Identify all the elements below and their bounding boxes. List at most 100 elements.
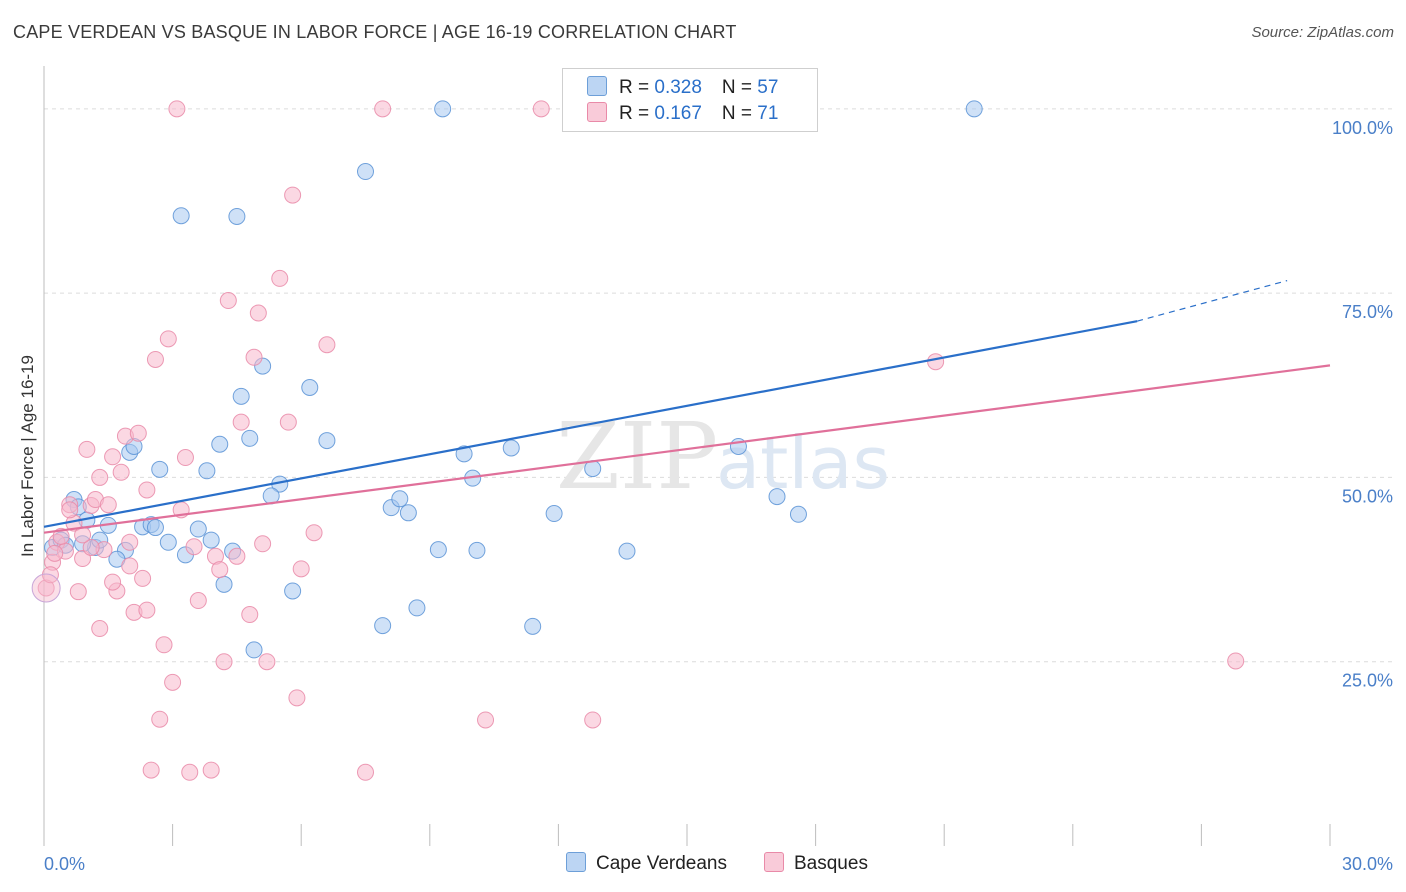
- legend-row-cape-verdeans: R = 0.328 N = 57: [587, 76, 778, 98]
- trend-lines: [43, 280, 1331, 534]
- legend-item-cape-verdeans[interactable]: Cape Verdeans: [566, 852, 727, 875]
- trend-line-cape-verdeans: [43, 320, 1138, 528]
- legend-n-label: N =: [721, 103, 758, 124]
- trend-line-cape-verdeans-extension: [1136, 280, 1288, 322]
- point-basque: [181, 763, 199, 781]
- point-cape-verdean: [357, 163, 374, 181]
- legend-swatch-blue: [587, 76, 607, 96]
- point-basque: [164, 673, 182, 691]
- point-basque: [69, 583, 87, 601]
- legend-r-value: 0.167: [654, 103, 702, 124]
- legend-swatch-pink: [764, 852, 784, 872]
- point-basque: [271, 269, 289, 287]
- point-basque: [185, 538, 203, 556]
- point-basque: [146, 350, 164, 368]
- point-cape-verdean: [159, 533, 177, 551]
- point-basque: [82, 538, 100, 556]
- point-cape-verdean: [768, 488, 786, 506]
- point-cape-verdean: [545, 505, 563, 523]
- point-basque: [91, 620, 109, 638]
- point-cape-verdean: [198, 462, 216, 480]
- point-basque: [245, 348, 263, 366]
- point-basque: [189, 592, 207, 610]
- x-tick-label: 30.0%: [1342, 854, 1393, 874]
- point-basque: [357, 763, 374, 781]
- point-cape-verdean: [391, 490, 409, 508]
- y-tick-label: 50.0%: [1342, 486, 1393, 506]
- point-basque: [219, 292, 237, 310]
- point-basque: [129, 424, 147, 442]
- point-basque: [134, 569, 152, 587]
- point-cape-verdean: [789, 505, 807, 523]
- point-cape-verdean: [429, 541, 447, 559]
- point-basque: [142, 761, 160, 779]
- point-cape-verdean: [232, 387, 250, 405]
- point-cape-verdean: [215, 575, 233, 593]
- point-cape-verdean: [146, 519, 164, 537]
- y-tick-label: 25.0%: [1342, 671, 1393, 691]
- point-basque: [211, 561, 229, 579]
- legend-n-value: 57: [757, 77, 779, 98]
- chart-title: CAPE VERDEAN VS BASQUE IN LABOR FORCE | …: [13, 22, 737, 42]
- data-points: [31, 100, 1245, 781]
- tick-labels: 25.0% 50.0% 75.0% 100.0% 0.0% 30.0%: [44, 118, 1393, 874]
- point-basque: [46, 544, 64, 562]
- point-basque: [112, 463, 130, 481]
- point-basque: [258, 653, 276, 671]
- point-basque: [374, 100, 392, 118]
- point-basque: [279, 413, 297, 431]
- legend-swatch-blue: [566, 852, 586, 872]
- point-cape-verdean: [408, 599, 426, 617]
- x-tick-label: 0.0%: [44, 854, 85, 874]
- y-tick-label: 100.0%: [1332, 118, 1393, 138]
- point-cape-verdean: [434, 100, 452, 118]
- gridlines: [44, 108, 1392, 663]
- point-cape-verdean: [301, 378, 319, 396]
- point-cape-verdean: [468, 541, 486, 559]
- axes: [43, 66, 1331, 846]
- point-basque: [99, 496, 117, 514]
- point-cape-verdean: [211, 435, 229, 453]
- point-basque: [121, 533, 139, 551]
- point-basque: [78, 440, 96, 458]
- point-basque: [318, 336, 336, 354]
- point-basque: [228, 547, 246, 565]
- point-basque: [284, 186, 302, 204]
- point-basque: [138, 481, 156, 499]
- point-cape-verdean: [399, 504, 417, 522]
- point-basque: [288, 689, 306, 707]
- legend-item-basques[interactable]: Basques: [764, 852, 868, 875]
- point-basque: [241, 606, 259, 624]
- source-label: Source: ZipAtlas.com: [1251, 24, 1394, 41]
- point-cape-verdean: [284, 582, 302, 600]
- point-basque: [254, 535, 272, 553]
- point-basque: [477, 711, 495, 729]
- point-cape-verdean: [502, 439, 520, 457]
- legend-r-label: R =: [619, 103, 655, 124]
- trend-line-basques: [43, 364, 1331, 534]
- point-basque: [138, 601, 156, 619]
- point-basque: [215, 653, 233, 671]
- legend-r-value: 0.328: [654, 77, 702, 98]
- point-basque: [151, 710, 169, 728]
- point-cape-verdean: [241, 429, 259, 447]
- legend-r-label: R =: [619, 77, 655, 98]
- point-cape-verdean: [245, 641, 263, 659]
- point-cape-verdean: [228, 207, 246, 225]
- point-basque: [104, 448, 122, 466]
- point-basque: [532, 100, 550, 118]
- point-cape-verdean: [618, 542, 636, 560]
- point-cape-verdean: [189, 520, 207, 538]
- point-cluster: [31, 573, 61, 603]
- point-basque: [202, 761, 220, 779]
- point-basque: [155, 636, 173, 654]
- point-cape-verdean: [455, 445, 473, 463]
- point-cape-verdean: [965, 100, 983, 118]
- legend-n-label: N =: [721, 77, 758, 98]
- point-basque: [292, 560, 310, 578]
- stats-legend: R = 0.328 N = 57 R = 0.167 N = 71: [562, 68, 818, 132]
- point-cape-verdean: [172, 207, 190, 225]
- point-basque: [61, 501, 79, 519]
- point-basque: [249, 304, 267, 322]
